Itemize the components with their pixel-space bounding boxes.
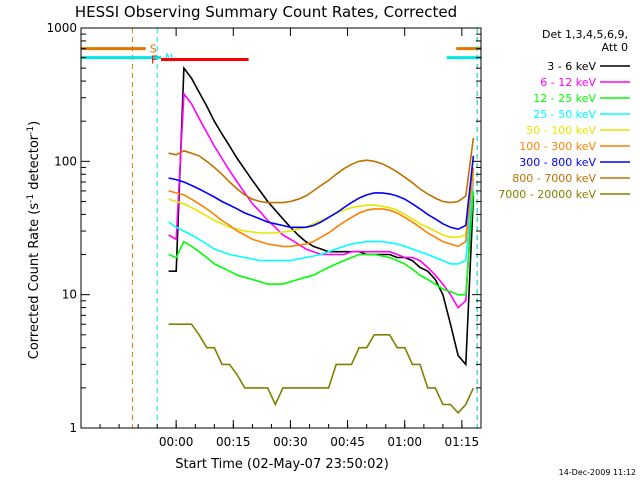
legend-header-line2: Att 0 — [602, 41, 628, 54]
plot-frame — [80, 27, 482, 429]
annotation-label-S: S — [150, 43, 157, 56]
series-line-0 — [168, 65, 475, 367]
legend-header-line1: Det 1,3,4,5,6,9, — [542, 28, 628, 41]
x-axis-label: Start Time (02-May-07 23:50:02) — [175, 457, 389, 472]
chart-title: HESSI Observing Summary Count Rates, Cor… — [75, 3, 457, 21]
legend-entry-label-2: 12 - 25 keV — [533, 92, 596, 105]
series-line-5 — [168, 167, 475, 248]
x-tick-label-0: 00:00 — [159, 435, 194, 449]
x-tick-label-4: 01:00 — [387, 435, 422, 449]
axes: 00:00 00:15 00:30 00:45 01:00 01:15 1 10 100 1000 — [46, 21, 482, 449]
annotation-label-F: F — [151, 54, 157, 67]
legend: Det 1,3,4,5,6,9, Att 0 3 - 6 keV 6 - 12 k… — [498, 28, 630, 201]
y-axis-label-group: Corrected Count Rate (s-1 detector-1) — [26, 121, 42, 359]
series-line-4 — [168, 174, 475, 238]
series-line-1 — [168, 91, 475, 309]
legend-entry-label-4: 50 - 100 keV — [526, 124, 596, 137]
x-tick-label-2: 00:30 — [273, 435, 308, 449]
footer-timestamp: 14-Dec-2009 11:12 — [559, 468, 636, 477]
x-tick-label-5: 01:15 — [445, 435, 480, 449]
x-tick-label-1: 00:15 — [216, 435, 251, 449]
plot-area: SNF — [81, 28, 481, 428]
legend-entry-label-6: 300 - 800 keV — [519, 156, 596, 169]
legend-entry-label-7: 800 - 7000 keV — [512, 172, 596, 185]
y-tick-label-1: 10 — [62, 288, 77, 302]
series-line-8 — [168, 323, 475, 414]
legend-entry-label-5: 100 - 300 keV — [519, 140, 596, 153]
series-line-6 — [168, 155, 475, 231]
series-line-7 — [168, 137, 475, 204]
series-line-2 — [168, 190, 475, 296]
y-tick-label-0: 1 — [69, 421, 77, 435]
legend-entry-label-3: 25 - 50 keV — [533, 108, 596, 121]
y-tick-label-3: 1000 — [46, 21, 77, 35]
legend-entry-label-0: 3 - 6 keV — [547, 60, 596, 73]
y-axis-label: Corrected Count Rate (s-1 detector-1) — [26, 121, 42, 359]
series-line-3 — [168, 174, 475, 265]
legend-entry-label-8: 7000 - 20000 keV — [498, 188, 596, 201]
y-tick-label-2: 100 — [54, 154, 77, 168]
x-tick-label-3: 00:45 — [330, 435, 365, 449]
legend-entry-label-1: 6 - 12 keV — [540, 76, 596, 89]
